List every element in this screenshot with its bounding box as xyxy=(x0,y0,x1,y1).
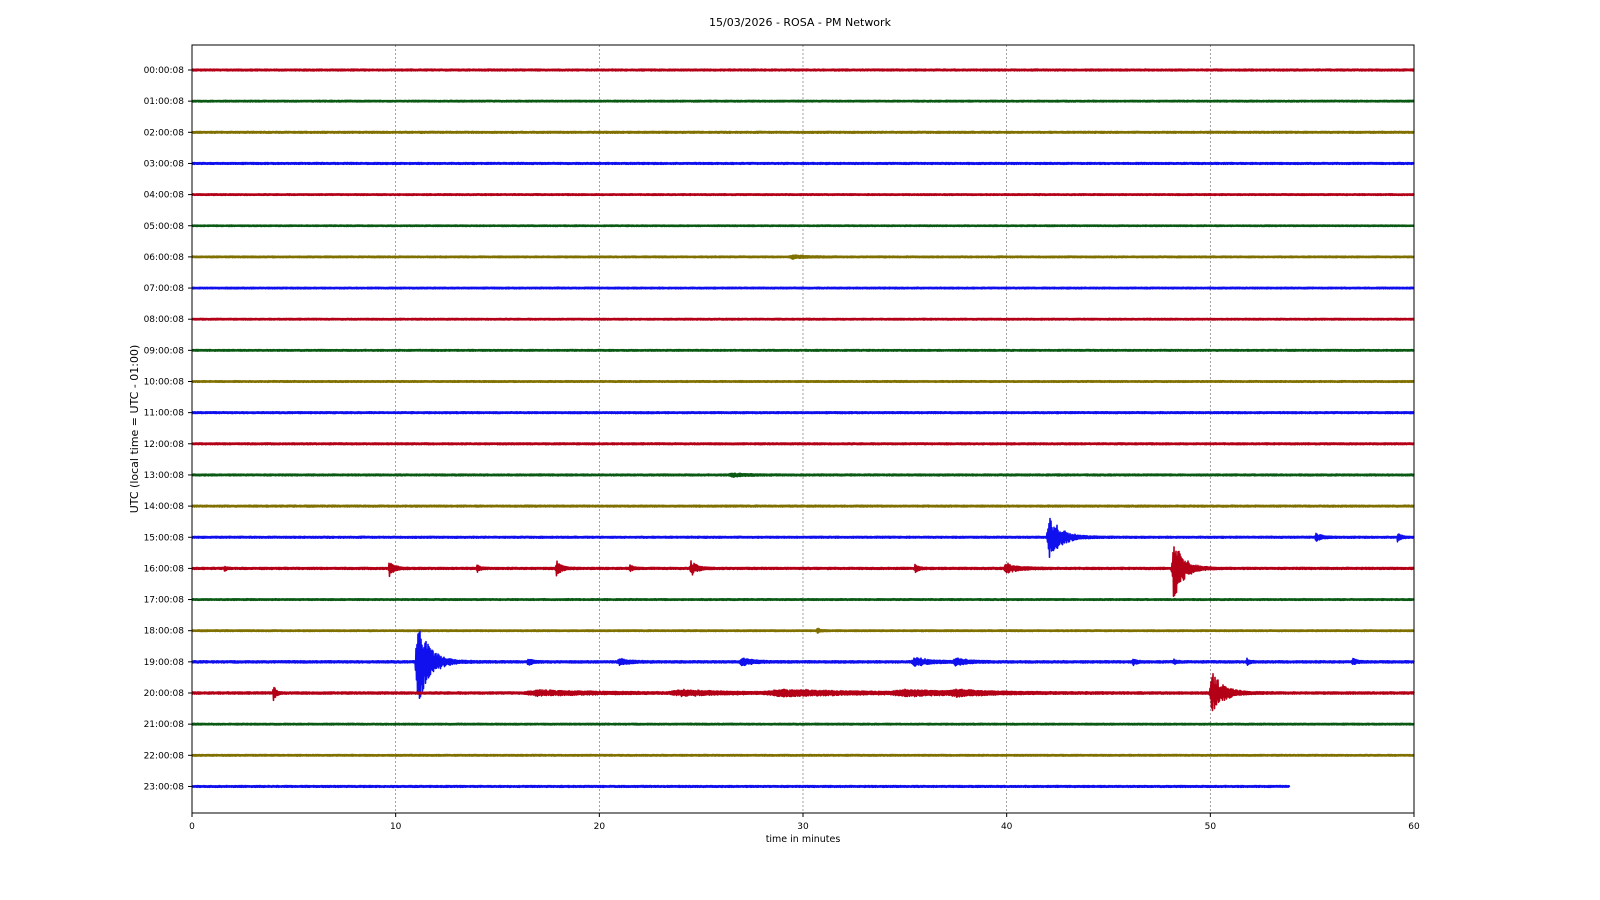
y-axis-label: UTC (local time = UTC - 01:00) xyxy=(128,345,141,514)
trace-6 xyxy=(191,254,1415,260)
trace-19 xyxy=(191,630,1415,700)
trace-11 xyxy=(191,410,1415,415)
traces-layer xyxy=(191,68,1415,789)
trace-2 xyxy=(191,130,1415,134)
y-tick-label-18: 18:00:08 xyxy=(144,627,185,637)
y-tick-label-14: 14:00:08 xyxy=(144,502,185,512)
x-tick-label-6: 60 xyxy=(1408,822,1420,832)
y-tick-label-9: 09:00:08 xyxy=(144,346,185,356)
trace-1 xyxy=(191,99,1415,103)
y-tick-label-19: 19:00:08 xyxy=(144,658,185,668)
x-tick-label-5: 50 xyxy=(1205,822,1217,832)
y-tick-label-0: 00:00:08 xyxy=(144,66,185,76)
y-tick-label-1: 01:00:08 xyxy=(144,97,185,107)
trace-12 xyxy=(191,442,1415,446)
trace-17 xyxy=(191,597,1415,602)
trace-9 xyxy=(191,348,1415,352)
trace-3 xyxy=(191,161,1415,166)
y-tick-label-6: 06:00:08 xyxy=(144,253,185,263)
y-tick-label-15: 15:00:08 xyxy=(144,533,185,543)
trace-22 xyxy=(191,753,1415,757)
trace-4 xyxy=(191,193,1415,197)
y-tick-label-3: 03:00:08 xyxy=(144,159,185,169)
trace-16 xyxy=(191,546,1415,597)
x-axis-ticks: 0 10 20 30 40 50 60 xyxy=(189,813,1420,832)
x-tick-label-2: 20 xyxy=(594,822,606,832)
y-tick-label-21: 21:00:08 xyxy=(144,720,185,730)
chart-title: 15/03/2026 - ROSA - PM Network xyxy=(709,16,892,29)
y-tick-label-13: 13:00:08 xyxy=(144,471,185,481)
x-tick-label-1: 10 xyxy=(390,822,402,832)
trace-8 xyxy=(191,317,1415,321)
trace-0 xyxy=(191,68,1415,72)
y-tick-label-11: 11:00:08 xyxy=(144,409,185,419)
y-tick-label-22: 22:00:08 xyxy=(144,751,185,761)
trace-13 xyxy=(191,472,1415,478)
x-tick-label-3: 30 xyxy=(797,822,809,832)
y-tick-label-20: 20:00:08 xyxy=(144,689,185,699)
x-tick-label-4: 40 xyxy=(1001,822,1013,832)
y-tick-label-5: 05:00:08 xyxy=(144,222,185,232)
trace-14 xyxy=(191,504,1415,508)
y-tick-label-10: 10:00:08 xyxy=(144,378,185,388)
trace-15 xyxy=(191,517,1415,559)
grid-layer xyxy=(395,45,1211,813)
y-tick-label-16: 16:00:08 xyxy=(144,564,185,574)
trace-20 xyxy=(191,672,1415,712)
y-tick-label-8: 08:00:08 xyxy=(144,315,185,325)
trace-21 xyxy=(191,722,1415,726)
y-tick-label-17: 17:00:08 xyxy=(144,596,185,606)
y-tick-label-2: 02:00:08 xyxy=(144,128,185,138)
trace-18 xyxy=(191,627,1415,634)
y-tick-label-12: 12:00:08 xyxy=(144,440,185,450)
y-tick-label-4: 04:00:08 xyxy=(144,191,185,201)
x-tick-label-0: 0 xyxy=(189,822,195,832)
x-axis-label: time in minutes xyxy=(766,834,841,845)
trace-23 xyxy=(191,784,1291,789)
trace-10 xyxy=(191,379,1415,384)
trace-7 xyxy=(191,286,1415,290)
y-tick-label-23: 23:00:08 xyxy=(144,782,185,792)
trace-5 xyxy=(191,224,1415,228)
y-tick-label-7: 07:00:08 xyxy=(144,284,185,294)
y-axis-ticks: 00:00:08 01:00:08 02:00:08 03:00:08 04:00:08… xyxy=(144,66,192,792)
